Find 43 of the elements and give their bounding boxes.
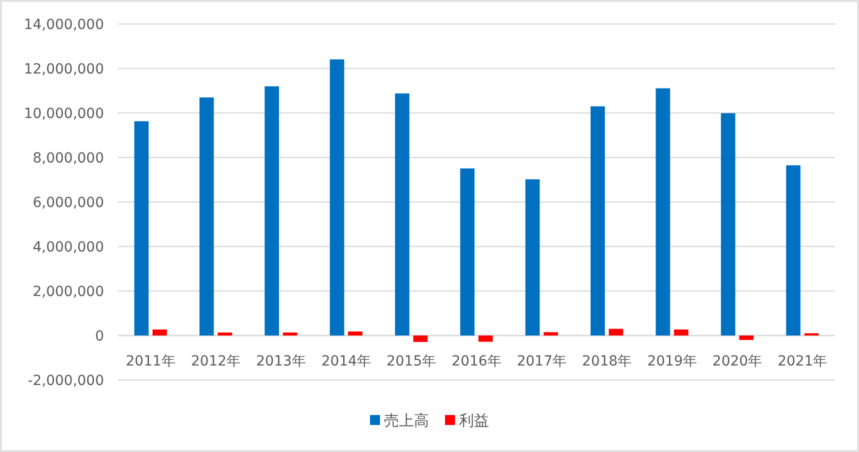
x-tick-label: 2013年 [256, 354, 306, 370]
y-tick-label: 2,000,000 [32, 284, 104, 300]
x-tick-label: 2020年 [712, 354, 762, 370]
y-tick-label: 4,000,000 [32, 240, 104, 256]
bar [199, 97, 214, 336]
x-tick-label: 2011年 [126, 354, 176, 370]
x-tick-label: 2015年 [386, 354, 436, 370]
bar [608, 328, 624, 336]
y-tick-label: 14,000,000 [24, 17, 104, 33]
bar [739, 336, 754, 340]
y-tick-label: 12,000,000 [24, 62, 104, 78]
bar [282, 332, 298, 336]
bar [720, 113, 736, 336]
bar [264, 86, 279, 336]
x-tick-label: 2012年 [190, 354, 241, 370]
y-tick-label: 6,000,000 [32, 195, 104, 211]
bar [478, 336, 493, 342]
bar [395, 93, 410, 336]
bar [330, 59, 344, 336]
bar [218, 332, 232, 336]
bar [544, 332, 558, 336]
bar [590, 106, 605, 336]
bar [525, 179, 540, 336]
bar [152, 329, 167, 336]
bar [786, 165, 800, 336]
bar [348, 331, 362, 336]
y-tick-label: -2,000,000 [28, 373, 104, 389]
bar [134, 121, 149, 336]
y-tick-label: 8,000,000 [32, 150, 104, 166]
bar [460, 168, 475, 336]
bar [413, 336, 428, 342]
bar [656, 88, 670, 336]
y-tick-label: 0 [95, 328, 104, 344]
x-tick-label: 2016年 [452, 354, 502, 370]
x-tick-label: 2021年 [778, 354, 828, 370]
legend-label: 利益 [459, 412, 489, 430]
x-tick-label: 2019年 [647, 354, 697, 370]
bar [674, 329, 688, 336]
x-tick-label: 2017年 [516, 354, 566, 370]
legend-label: 売上高 [384, 412, 429, 430]
x-tick-label: 2018年 [582, 354, 632, 370]
y-tick-label: 10,000,000 [24, 106, 104, 122]
x-tick-label: 2014年 [321, 354, 371, 370]
